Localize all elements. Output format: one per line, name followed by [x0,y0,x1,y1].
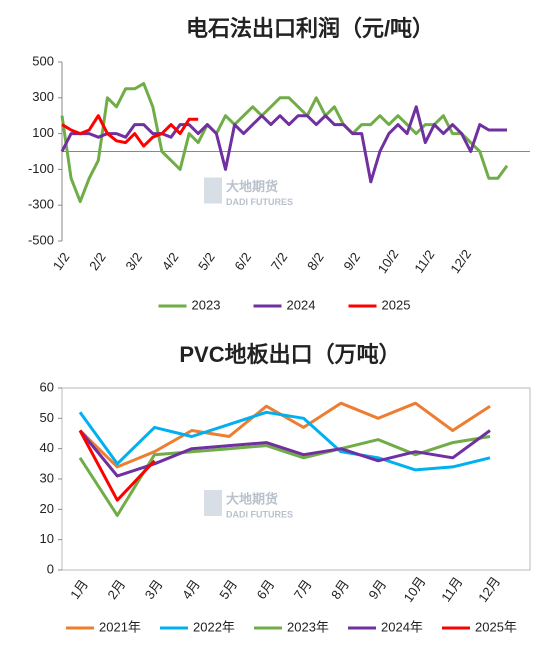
x-tick-label: 9月 [365,577,389,602]
x-tick-label: 6月 [254,577,278,602]
series-line [61,114,199,148]
chart-title: 电石法出口利润（元/吨） [186,16,434,41]
x-tick-label: 11月 [438,574,465,604]
y-tick-label: 10 [40,531,54,546]
x-tick-label: 1/2 [50,250,73,273]
legend-label: 2024 [287,297,316,312]
y-tick-label: -300 [28,197,54,212]
x-tick-label: 5月 [216,577,240,602]
x-tick-label: 12/2 [447,247,474,276]
legend-label: 2023 [192,297,221,312]
y-tick-label: 0 [47,561,54,576]
y-tick-label: 300 [32,89,54,104]
x-tick-label: 6/2 [231,250,254,273]
x-tick-label: 12月 [475,574,503,605]
y-tick-label: 60 [40,379,54,394]
x-tick-label: 1月 [67,577,91,602]
y-tick-label: 20 [40,501,54,516]
x-tick-label: 8月 [328,577,352,602]
legend-label: 2024年 [381,619,423,634]
x-tick-label: 3/2 [122,250,145,273]
x-tick-label: 7/2 [268,250,291,273]
x-tick-label: 7月 [291,577,315,602]
series-line [78,401,491,469]
plot-border [61,387,531,571]
legend-label: 2025 [382,297,411,312]
y-tick-label: 50 [40,410,54,425]
x-tick-label: 2/2 [86,250,109,273]
series-line [78,410,491,472]
legend-label: 2023年 [287,619,329,634]
x-tick-label: 4/2 [159,250,182,273]
y-tick-label: 40 [40,440,54,455]
y-tick-label: 100 [32,125,54,140]
x-tick-label: 9/2 [340,250,363,273]
watermark: 大地期货 [226,179,278,194]
watermark: DADI FUTURES [226,197,293,207]
x-tick-label: 11/2 [411,247,437,276]
x-tick-label: 3月 [142,577,166,602]
legend-label: 2022年 [193,619,235,634]
x-tick-label: 8/2 [304,250,327,273]
y-tick-label: 500 [32,53,54,68]
y-tick-label: 30 [40,470,54,485]
watermark-logo [204,490,222,516]
x-tick-label: 2月 [104,577,128,602]
chart-title: PVC地板出口（万吨） [179,342,400,367]
series-line [60,82,509,204]
x-tick-label: 4月 [179,577,203,602]
series-line [60,105,507,184]
watermark: DADI FUTURES [226,509,293,519]
x-tick-label: 10月 [401,574,429,605]
watermark-logo [204,177,222,204]
legend-label: 2021年 [99,619,141,634]
legend-label: 2025年 [475,619,517,634]
x-tick-label: 5/2 [195,250,218,273]
watermark: 大地期货 [226,491,278,506]
y-tick-label: -500 [28,232,54,247]
x-tick-label: 10/2 [375,247,402,276]
series-line [78,429,156,502]
y-tick-label: -100 [28,161,54,176]
